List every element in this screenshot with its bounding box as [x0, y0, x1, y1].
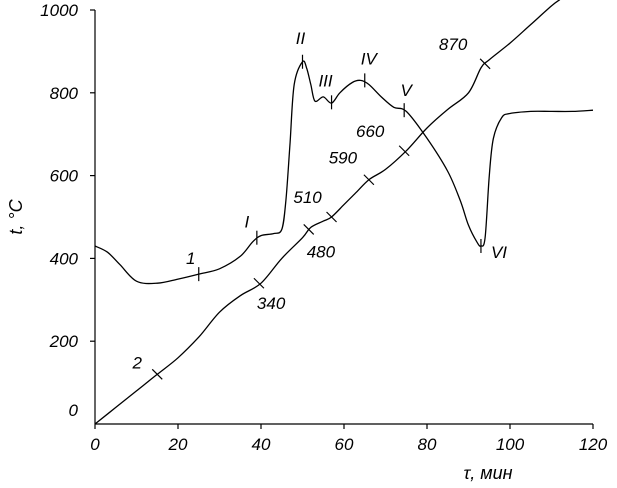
- x-tick-label: 80: [418, 435, 437, 454]
- series-1-annotation: VI: [491, 243, 507, 262]
- y-tick-label: 0: [69, 401, 79, 420]
- x-tick-label: 60: [335, 435, 354, 454]
- series-2-annotation: 660: [356, 122, 385, 141]
- series-2-annotation: 2: [132, 353, 143, 372]
- series-2-mark: [363, 174, 375, 186]
- series-2-mark: [326, 211, 337, 223]
- series-2-annotation: 870: [439, 35, 468, 54]
- series-1-annotation: II: [296, 29, 306, 48]
- x-tick-label: 120: [579, 435, 608, 454]
- x-tick-label: 20: [168, 435, 188, 454]
- axes: [94, 10, 593, 425]
- ticks: [90, 9, 594, 429]
- series-1-annotation: V: [401, 81, 414, 100]
- x-axis-label: τ, мин: [464, 463, 513, 483]
- x-tick-label: 0: [90, 435, 100, 454]
- x-tick-label: 100: [496, 435, 525, 454]
- series-2-mark: [479, 58, 491, 70]
- series-1-annotation: 1: [186, 249, 195, 268]
- y-axis-label: t, °C: [6, 198, 26, 234]
- series-2-mark: [303, 223, 315, 235]
- series-2-annotation: 480: [307, 242, 336, 261]
- series-1-annotation: IV: [361, 49, 379, 68]
- series-2-mark: [398, 145, 410, 157]
- series-1-line: [94, 60, 594, 285]
- y-tick-label: 800: [50, 84, 79, 103]
- series-2-mark: [151, 368, 163, 380]
- y-tick-label: 600: [50, 167, 79, 186]
- curves: [94, 0, 594, 425]
- series-2-annotation: 590: [329, 149, 358, 168]
- series-1-annotation: I: [244, 213, 249, 232]
- x-tick-label: 40: [252, 435, 271, 454]
- marks: [151, 54, 491, 380]
- tick-labels: 0 20 40 60 80 100 120 0 200 400 600 800 1000: [40, 1, 608, 454]
- y-tick-label: 400: [50, 249, 79, 268]
- series-2-mark: [253, 277, 265, 289]
- y-tick-label: 1000: [40, 1, 78, 20]
- series-2-annotation: 340: [257, 294, 286, 313]
- series-2-line: [94, 0, 561, 425]
- y-tick-label: 200: [49, 332, 79, 351]
- series-1-annotation: III: [318, 71, 332, 90]
- series-2-annotation: 510: [293, 188, 322, 207]
